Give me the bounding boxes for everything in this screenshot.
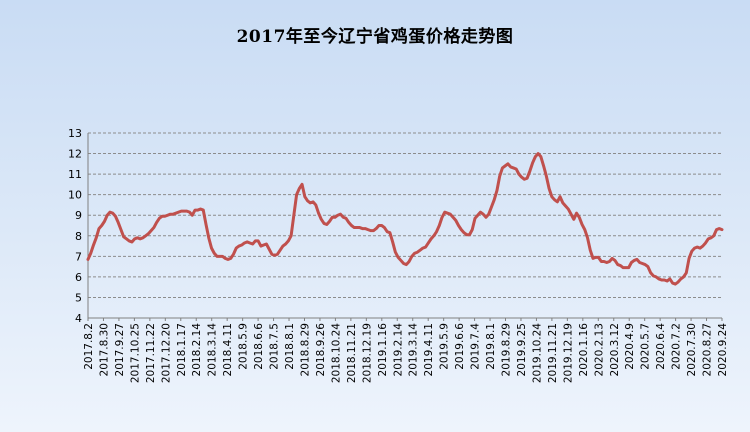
x-tick-label: 2018.9.26 <box>315 323 327 377</box>
x-tick-label: 2019.2.14 <box>392 323 404 377</box>
y-tick-labels: 4 5 6 7 8 9 10 11 12 13 <box>68 127 82 325</box>
x-tick-label: 2018.2.14 <box>191 323 203 377</box>
y-tick-label: 12 <box>68 148 82 161</box>
x-tick-label: 2018.11.21 <box>346 323 358 383</box>
x-tick-label: 2019.9.25 <box>516 323 528 376</box>
y-tick-label: 5 <box>75 291 82 304</box>
x-tick-label: 2020.4.9 <box>624 323 636 370</box>
x-tick-label: 2018.3.14 <box>207 323 219 377</box>
x-tick-labels: 2017.8.2 2017.8.30 2017.9.27 2017.10.25 2017… <box>83 323 729 383</box>
x-tick-label: 2018.5.9 <box>238 323 250 370</box>
x-tick-label: 2017.9.27 <box>114 323 126 376</box>
x-tick-label: 2018.10.24 <box>330 323 342 383</box>
x-tick-label: 2020.2.13 <box>593 323 605 376</box>
x-tick-label: 2017.8.30 <box>98 323 110 376</box>
series-line <box>86 152 724 286</box>
chart-title: 2017年至今辽宁省鸡蛋价格走势图 <box>236 27 514 47</box>
x-tick-label: 2018.12.19 <box>361 323 373 383</box>
x-tick-label: 2019.11.21 <box>547 323 559 383</box>
x-tick-label: 2018.7.5 <box>269 323 281 370</box>
x-tick-label: 2019.5.9 <box>439 323 451 370</box>
y-tick-label: 13 <box>68 127 82 140</box>
y-tick-label: 7 <box>75 250 82 263</box>
x-tick-label: 2019.6.6 <box>454 323 466 370</box>
x-tick-label: 2020.9.24 <box>717 323 729 377</box>
axes <box>87 133 723 321</box>
y-tick-label: 6 <box>75 271 82 284</box>
x-tick-label: 2019.1.16 <box>377 323 389 377</box>
gridlines <box>88 132 722 298</box>
y-tick-label: 11 <box>68 168 82 181</box>
x-tick-label: 2019.12.19 <box>562 323 574 383</box>
x-tick-label: 2019.3.14 <box>408 323 420 377</box>
x-tick-label: 2019.7.4 <box>470 323 482 370</box>
x-tick-label: 2017.11.22 <box>145 323 157 383</box>
series-layer <box>86 152 724 286</box>
x-tick-label: 2018.8.29 <box>299 323 311 376</box>
x-tick-label: 2020.8.27 <box>702 323 714 376</box>
x-tick-label: 2017.10.25 <box>129 323 141 383</box>
x-tick-label: 2020.7.30 <box>686 323 698 376</box>
y-tick-label: 10 <box>68 189 82 202</box>
x-tick-label: 2020.7.2 <box>671 323 683 370</box>
x-tick-label: 2018.1.17 <box>176 323 188 376</box>
x-tick-label: 2019.8.29 <box>501 323 513 376</box>
x-tick-label: 2020.6.4 <box>655 323 667 370</box>
x-tick-label: 2018.6.6 <box>253 323 265 370</box>
x-tick-label: 2018.4.11 <box>222 323 234 376</box>
y-tick-label: 4 <box>75 312 82 325</box>
x-tick-label: 2020.3.12 <box>609 323 621 376</box>
x-tick-label: 2019.4.11 <box>423 323 435 376</box>
x-tick-label: 2017.8.2 <box>83 323 95 370</box>
y-tick-label: 9 <box>75 209 82 222</box>
x-tick-label: 2020.5.7 <box>640 323 652 370</box>
x-tick-label: 2019.10.24 <box>531 323 543 383</box>
x-tick-label: 2020.1.16 <box>578 323 590 377</box>
x-tick-label: 2019.8.1 <box>485 323 497 370</box>
x-tick-label: 2018.8.1 <box>284 323 296 370</box>
x-tick-label: 2017.12.20 <box>160 323 172 383</box>
y-tick-label: 8 <box>75 230 82 243</box>
